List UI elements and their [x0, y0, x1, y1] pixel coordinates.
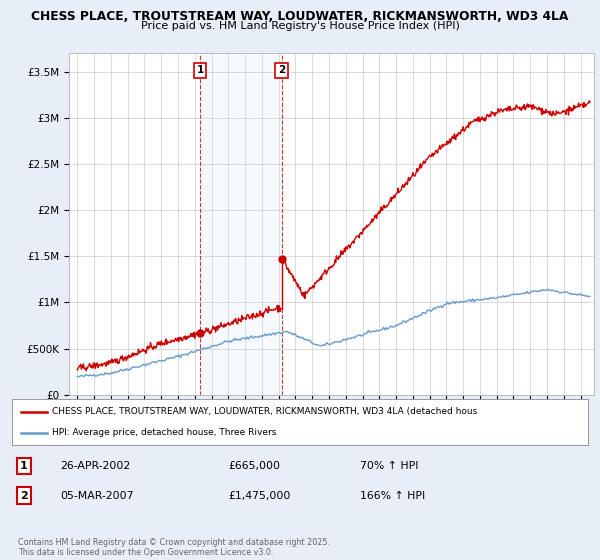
Text: Price paid vs. HM Land Registry's House Price Index (HPI): Price paid vs. HM Land Registry's House … — [140, 21, 460, 31]
Text: £1,475,000: £1,475,000 — [228, 491, 290, 501]
Text: CHESS PLACE, TROUTSTREAM WAY, LOUDWATER, RICKMANSWORTH, WD3 4LA: CHESS PLACE, TROUTSTREAM WAY, LOUDWATER,… — [31, 10, 569, 22]
Text: 166% ↑ HPI: 166% ↑ HPI — [360, 491, 425, 501]
Bar — [200, 53, 281, 395]
Text: 2: 2 — [20, 491, 28, 501]
Text: £665,000: £665,000 — [228, 461, 280, 471]
Text: Contains HM Land Registry data © Crown copyright and database right 2025.
This d: Contains HM Land Registry data © Crown c… — [18, 538, 330, 557]
Text: 2: 2 — [278, 66, 286, 75]
Text: 1: 1 — [20, 461, 28, 471]
Text: 26-APR-2002: 26-APR-2002 — [60, 461, 130, 471]
Text: HPI: Average price, detached house, Three Rivers: HPI: Average price, detached house, Thre… — [52, 428, 277, 437]
Text: 1: 1 — [197, 66, 204, 75]
Text: CHESS PLACE, TROUTSTREAM WAY, LOUDWATER, RICKMANSWORTH, WD3 4LA (detached hous: CHESS PLACE, TROUTSTREAM WAY, LOUDWATER,… — [52, 407, 478, 416]
Text: 05-MAR-2007: 05-MAR-2007 — [60, 491, 133, 501]
Text: 70% ↑ HPI: 70% ↑ HPI — [360, 461, 419, 471]
